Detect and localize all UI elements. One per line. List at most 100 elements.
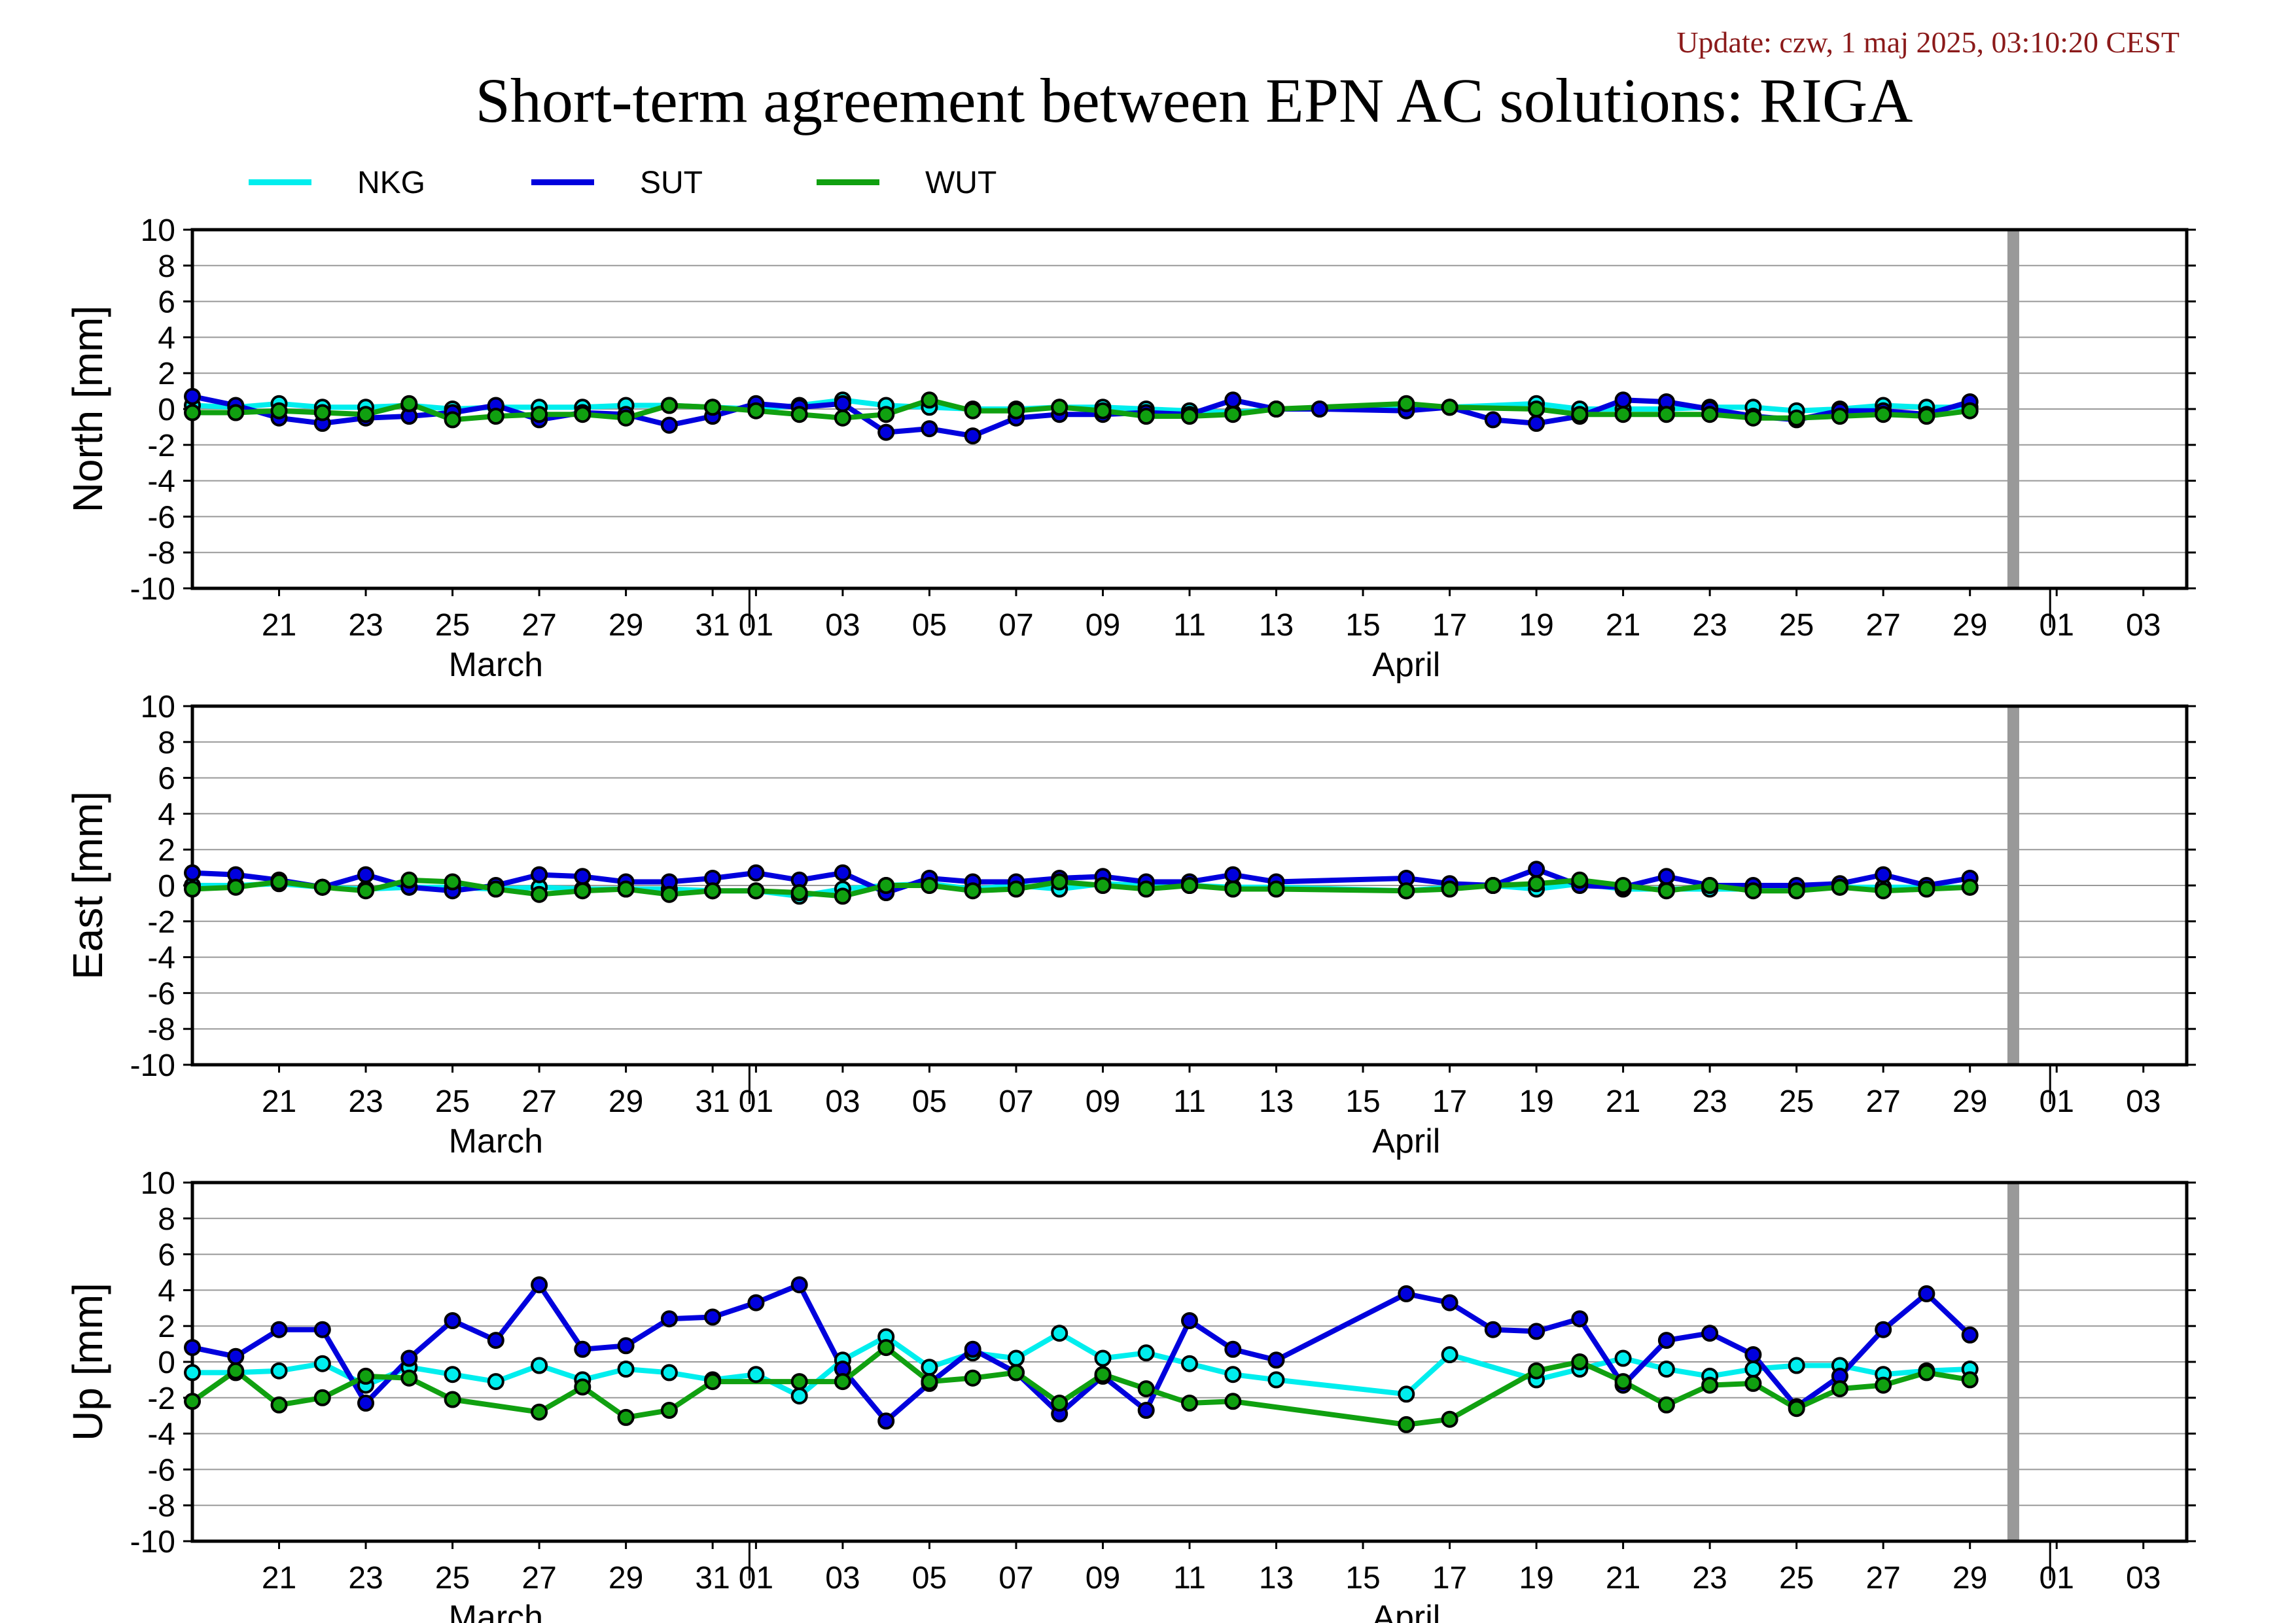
data-point-wut — [313, 404, 331, 421]
data-point-wut — [964, 882, 981, 900]
data-point-wut — [227, 1362, 245, 1380]
data-point-nkg — [487, 1373, 504, 1391]
x-tick-label: 25 — [1779, 608, 1814, 643]
data-point-sut — [617, 1337, 635, 1355]
data-point-sut — [1484, 1321, 1502, 1338]
data-point-wut — [1614, 877, 1632, 894]
x-tick-label: 25 — [1779, 1561, 1814, 1596]
data-point-wut — [357, 882, 374, 900]
data-point-sut — [1571, 1310, 1589, 1328]
x-tick-label: 27 — [1865, 1561, 1900, 1596]
y-tick-label: 4 — [158, 1274, 175, 1308]
y-tick-label: -4 — [147, 1418, 175, 1452]
data-point-wut — [964, 1369, 981, 1387]
data-point-sut — [531, 866, 548, 883]
legend-label-nkg: NKG — [357, 166, 426, 200]
data-point-wut — [877, 1339, 895, 1357]
data-point-wut — [574, 882, 592, 900]
data-point-nkg — [531, 1357, 548, 1374]
x-tick-label: 31 — [695, 1084, 730, 1119]
data-point-wut — [1875, 882, 1892, 900]
data-point-sut — [704, 1308, 722, 1326]
data-point-sut — [1484, 411, 1502, 429]
x-tick-label: 21 — [1606, 1084, 1640, 1119]
x-tick-label: 05 — [912, 608, 947, 643]
x-tick-label: 21 — [1606, 608, 1640, 643]
y-axis-label: Up [mm] — [64, 1283, 111, 1441]
data-point-wut — [1224, 880, 1242, 898]
data-point-wut — [1614, 1373, 1632, 1391]
data-point-wut — [1918, 408, 1935, 425]
data-point-sut — [1181, 1312, 1198, 1329]
y-tick-label: -6 — [147, 976, 175, 1011]
y-tick-label: -4 — [147, 465, 175, 499]
data-point-nkg — [1441, 1346, 1458, 1363]
data-point-wut — [1441, 1410, 1458, 1428]
x-tick-label: 29 — [1952, 1561, 1987, 1596]
month-label: April — [1372, 1599, 1440, 1623]
y-tick-label: -2 — [147, 905, 175, 940]
data-point-wut — [834, 887, 851, 905]
month-label: April — [1372, 1122, 1440, 1160]
data-point-wut — [1571, 406, 1589, 423]
data-point-wut — [921, 877, 938, 894]
x-tick-label: 29 — [609, 608, 643, 643]
data-point-sut — [574, 1340, 592, 1358]
data-point-sut — [1441, 1294, 1458, 1311]
data-point-wut — [184, 1393, 201, 1410]
data-point-wut — [1918, 1364, 1935, 1382]
data-point-wut — [1181, 408, 1198, 425]
x-tick-label: 29 — [609, 1084, 643, 1119]
data-point-wut — [1094, 877, 1112, 894]
data-point-wut — [1875, 1376, 1892, 1394]
data-point-wut — [1051, 1395, 1069, 1412]
y-tick-label: 8 — [158, 726, 175, 760]
x-tick-label: 25 — [435, 1561, 470, 1596]
data-point-sut — [877, 423, 895, 441]
data-point-wut — [1398, 882, 1415, 900]
data-point-sut — [184, 387, 201, 405]
data-point-wut — [1398, 1416, 1415, 1433]
data-point-wut — [1008, 880, 1025, 898]
y-axis-label: North [mm] — [64, 306, 111, 512]
x-tick-label: 27 — [521, 1561, 556, 1596]
data-point-wut — [1051, 873, 1069, 891]
data-point-wut — [790, 406, 808, 423]
data-point-wut — [1267, 880, 1285, 898]
data-point-sut — [1398, 1285, 1415, 1302]
chart-title: Short-term agreement between EPN AC solu… — [475, 65, 1913, 135]
data-point-wut — [531, 1403, 548, 1421]
data-point-wut — [487, 880, 504, 898]
y-tick-label: -6 — [147, 1453, 175, 1488]
x-tick-label: 25 — [435, 1084, 470, 1119]
data-point-wut — [1137, 408, 1155, 425]
data-point-wut — [531, 406, 548, 423]
y-tick-label: 6 — [158, 1238, 175, 1273]
month-label: March — [449, 646, 543, 684]
x-tick-label: 01 — [2040, 1084, 2074, 1119]
data-point-wut — [1571, 1353, 1589, 1370]
x-tick-label: 27 — [1865, 608, 1900, 643]
y-tick-label: 8 — [158, 249, 175, 284]
data-point-sut — [574, 868, 592, 885]
data-point-sut — [1744, 1346, 1762, 1363]
data-point-wut — [1528, 401, 1545, 418]
data-point-wut — [1657, 1396, 1675, 1414]
data-point-nkg — [790, 1387, 808, 1405]
data-point-wut — [747, 402, 765, 419]
data-point-sut — [1528, 1323, 1545, 1340]
data-point-nkg — [184, 1364, 201, 1382]
data-point-nkg — [1744, 1361, 1762, 1378]
data-point-wut — [921, 391, 938, 409]
data-point-wut — [660, 1402, 678, 1419]
data-point-nkg — [1788, 1357, 1805, 1374]
data-point-wut — [1744, 882, 1762, 900]
legend-label-wut: WUT — [925, 166, 997, 200]
data-point-wut — [444, 411, 461, 429]
data-point-wut — [357, 1367, 374, 1385]
y-tick-label: -2 — [147, 1382, 175, 1416]
data-point-wut — [400, 1369, 418, 1387]
data-point-sut — [1224, 391, 1242, 409]
